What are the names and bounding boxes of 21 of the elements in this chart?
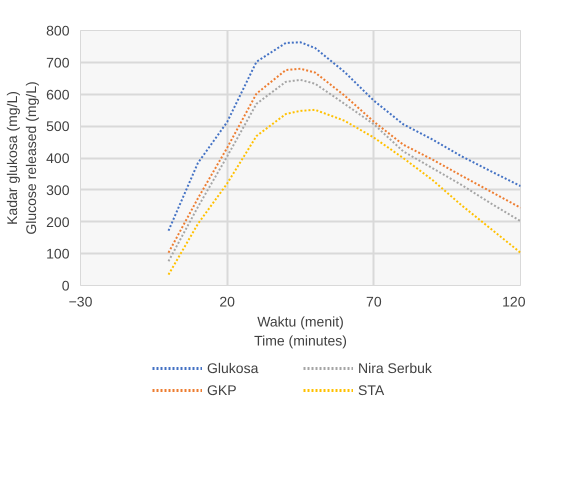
legend-label: GKP [207, 382, 238, 398]
y-tick-label: 100 [46, 246, 70, 262]
x-tick-label: 120 [502, 294, 526, 310]
legend-label: Nira Serbuk [358, 360, 433, 376]
y-tick-label: 500 [46, 118, 70, 134]
y-tick-label: 400 [46, 150, 70, 166]
y-tick-label: 600 [46, 86, 70, 102]
x-tick-label: −30 [68, 294, 93, 310]
y-axis-title: Kadar glukosa (mg/L) Glucose released (mg/L) [4, 81, 40, 235]
y-tick-label: 200 [46, 214, 70, 230]
x-tick-label: 20 [219, 294, 236, 310]
x-axis-title: Waktu (menit) Time (minutes) [254, 314, 347, 349]
y-tick-label: 300 [46, 182, 70, 198]
y-tick-label: 0 [62, 278, 70, 294]
x-tick-label: 70 [366, 294, 382, 310]
legend-label: STA [358, 382, 386, 398]
legend-label: Glukosa [207, 360, 260, 376]
line-series [168, 108, 520, 276]
y-tick-label: 700 [46, 54, 70, 70]
y-tick-label: 800 [46, 22, 70, 38]
line-series [168, 41, 520, 232]
